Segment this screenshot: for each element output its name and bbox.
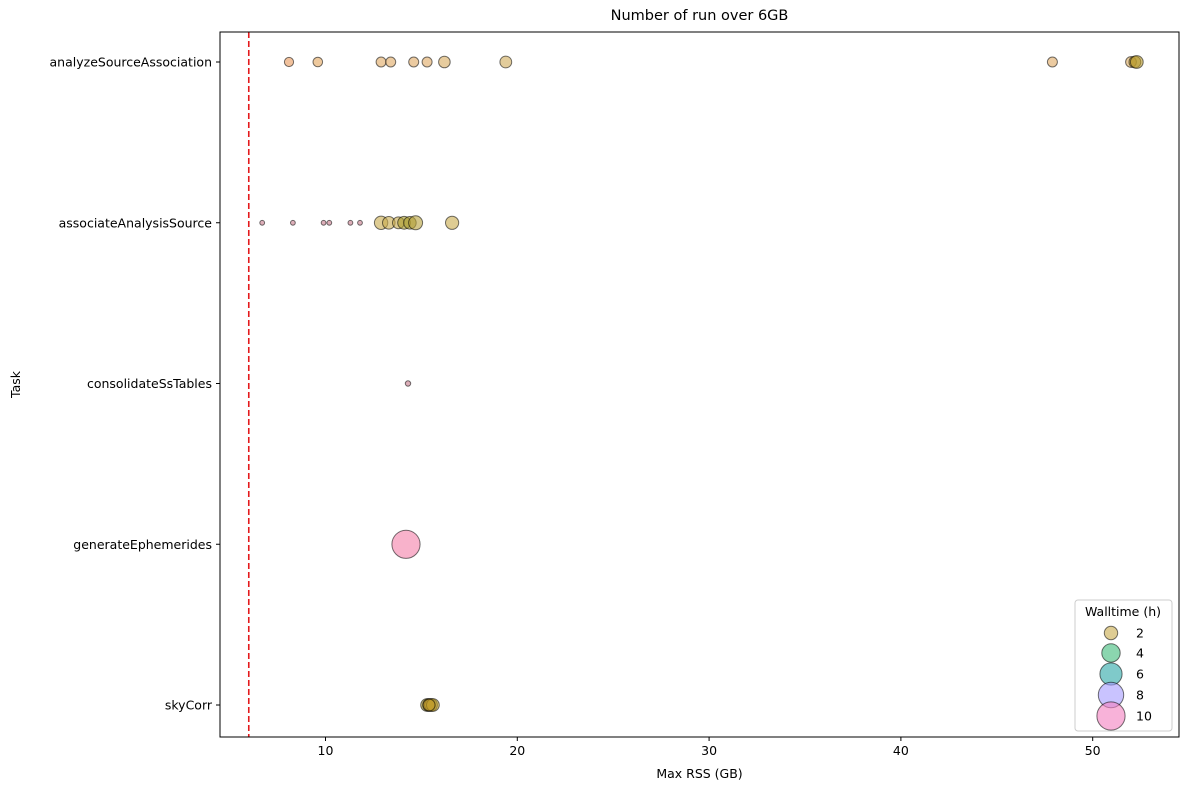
y-tick-label: generateEphemerides: [73, 537, 212, 552]
data-point: [385, 56, 397, 68]
data-point: [408, 56, 420, 68]
x-axis-label: Max RSS (GB): [656, 766, 742, 781]
data-point: [320, 219, 327, 226]
y-tick-label: consolidateSsTables: [87, 376, 212, 391]
legend-label: 6: [1136, 667, 1144, 682]
data-point: [391, 529, 421, 559]
data-point: [408, 215, 424, 231]
plot-area-frame: [219, 31, 1180, 738]
data-points: [259, 55, 1144, 712]
data-point: [404, 380, 412, 387]
x-tick-label: 30: [701, 743, 717, 758]
data-point: [421, 56, 433, 68]
data-point: [259, 219, 266, 226]
data-point: [357, 219, 363, 226]
data-point: [290, 219, 296, 226]
legend-marker: [1096, 701, 1126, 731]
data-point: [283, 56, 295, 68]
legend-marker: [1103, 625, 1119, 641]
y-tick-label: associateAnalysisSource: [59, 215, 213, 230]
x-tick-label: 20: [509, 743, 525, 758]
x-axis-ticks: 10 20 30 40 50: [318, 737, 1101, 758]
legend-label: 8: [1136, 688, 1144, 703]
x-tick-label: 40: [893, 743, 909, 758]
y-tick-label: skyCorr: [165, 698, 213, 713]
y-axis-ticks: analyzeSourceAssociation associateAnalysi…: [50, 55, 220, 713]
data-point: [312, 56, 324, 68]
data-point: [375, 56, 387, 68]
legend-title: Walltime (h): [1085, 604, 1161, 619]
data-point: [422, 698, 436, 712]
chart-title: Number of run over 6GB: [611, 8, 789, 24]
legend: Walltime (h) 2 4 6 8 10: [1074, 599, 1173, 732]
data-point: [326, 219, 333, 226]
data-point: [499, 55, 513, 69]
data-point: [1046, 56, 1058, 68]
data-point: [347, 219, 354, 226]
y-tick-label: analyzeSourceAssociation: [50, 55, 212, 70]
data-point: [445, 215, 460, 230]
data-point: [1129, 55, 1144, 69]
legend-label: 2: [1136, 626, 1144, 641]
y-axis-label: Task: [8, 370, 23, 399]
legend-marker: [1101, 643, 1121, 663]
x-tick-label: 10: [318, 743, 334, 758]
data-point: [438, 55, 451, 69]
legend-marker: [1099, 662, 1123, 686]
legend-label: 10: [1136, 709, 1152, 724]
legend-label: 4: [1136, 646, 1144, 661]
x-tick-label: 50: [1085, 743, 1101, 758]
